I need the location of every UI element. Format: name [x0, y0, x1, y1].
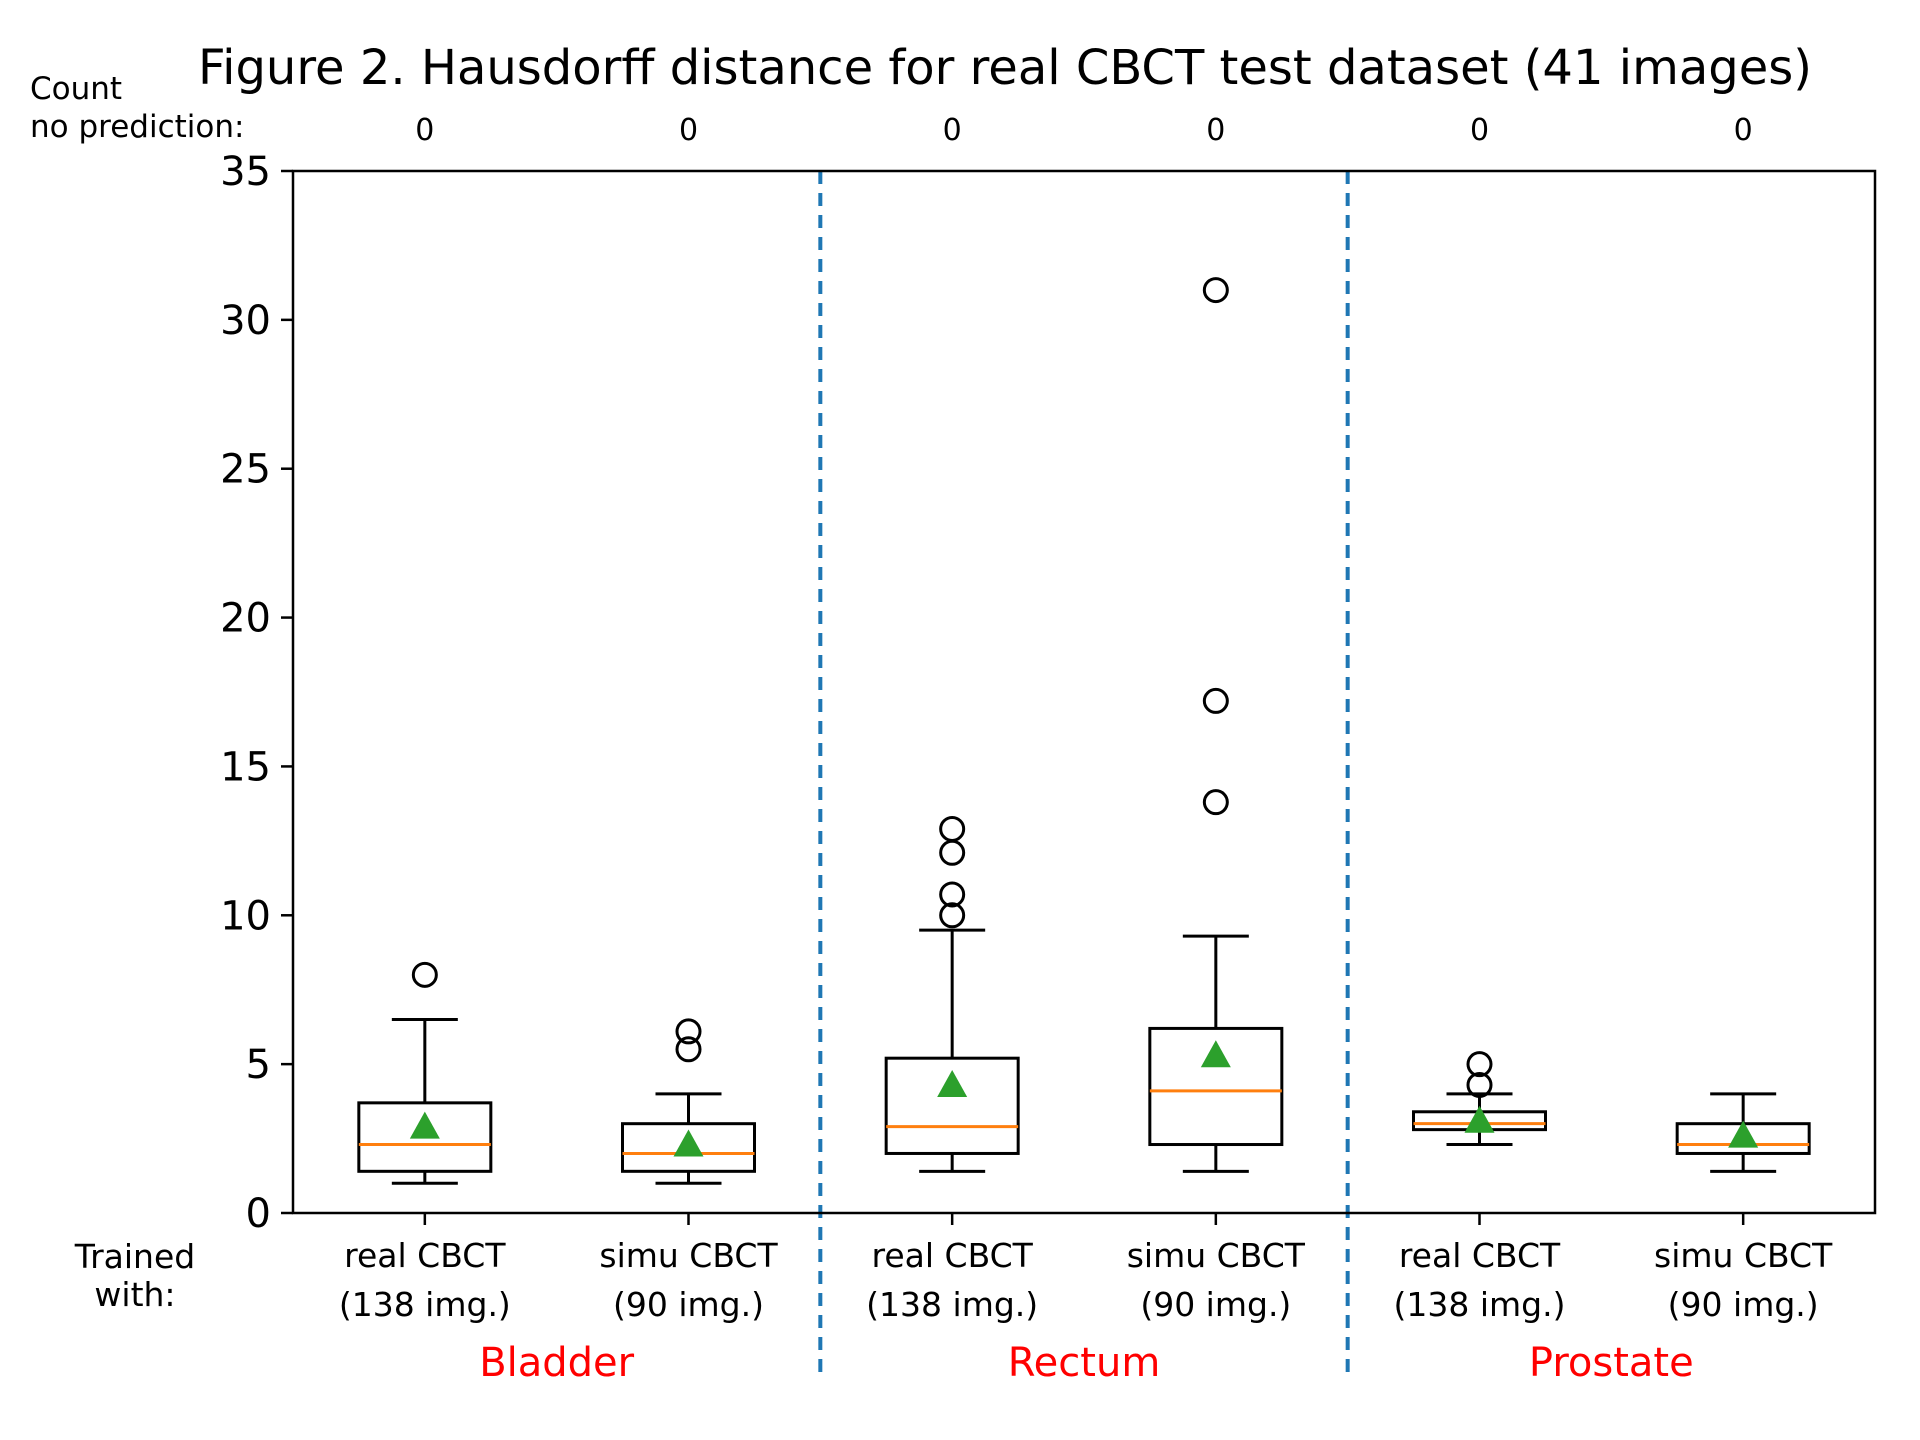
x-tick-label-line1: real CBCT [344, 1236, 506, 1275]
y-tick-label: 15 [220, 744, 271, 790]
y-tick-label: 25 [220, 447, 271, 493]
x-tick-label-line1: real CBCT [1399, 1236, 1561, 1275]
plot-area: 0 5 10 15 20 25 30 35 Bladder Rectum Prostate real … [220, 113, 1877, 1386]
chart-title: Figure 2. Hausdorff distance for real CB… [198, 40, 1812, 96]
outlier-point [939, 881, 966, 908]
mean-marker [409, 1111, 440, 1139]
count-no-prediction-label-line1: Count [30, 71, 122, 107]
outlier-point [1202, 277, 1229, 304]
count-no-prediction-value: 0 [415, 113, 434, 148]
mean-marker [1728, 1120, 1759, 1148]
outlier-point [675, 1018, 702, 1045]
mean-marker [1200, 1040, 1231, 1068]
x-tick-label-line2: (138 img.) [339, 1285, 511, 1324]
outlier-point [1202, 687, 1229, 714]
box-iqr [1148, 1026, 1284, 1147]
y-tick-label: 0 [246, 1191, 271, 1237]
count-no-prediction-value: 0 [943, 113, 962, 148]
x-tick-label-line1: simu CBCT [599, 1236, 778, 1275]
x-tick-label-line2: (90 img.) [1140, 1285, 1291, 1324]
trained-with-label-line1: Trained [74, 1237, 195, 1276]
mean-marker [673, 1129, 704, 1157]
outlier-point [1202, 789, 1229, 816]
outlier-point [411, 961, 438, 988]
group-label-rectum: Rectum [1008, 1340, 1161, 1386]
outlier-point [939, 815, 966, 842]
mean-marker [1464, 1105, 1495, 1133]
x-tick-label-line1: real CBCT [872, 1236, 1034, 1275]
plot-frame [291, 169, 1877, 1215]
y-tick-label: 20 [220, 596, 271, 642]
count-no-prediction-value: 0 [679, 113, 698, 148]
count-no-prediction-label-line2: no prediction: [30, 109, 244, 145]
outlier-point [1466, 1071, 1493, 1098]
trained-with-label-line2: with: [94, 1275, 175, 1314]
y-tick-label: 10 [220, 893, 271, 939]
count-no-prediction-value: 0 [1470, 113, 1489, 148]
y-tick-label: 5 [246, 1042, 271, 1088]
count-no-prediction-value: 0 [1734, 113, 1753, 148]
y-tick-label: 35 [220, 149, 271, 195]
box-iqr [357, 1101, 493, 1173]
x-tick-label-line2: (138 img.) [1394, 1285, 1566, 1324]
outlier-point [675, 1036, 702, 1063]
count-no-prediction-value: 0 [1206, 113, 1225, 148]
box-iqr [884, 1056, 1020, 1155]
box-iqr [621, 1122, 756, 1173]
x-tick-label-line1: simu CBCT [1127, 1236, 1306, 1275]
mean-marker [937, 1069, 968, 1097]
group-label-prostate: Prostate [1529, 1340, 1694, 1386]
x-tick-label-line2: (138 img.) [866, 1285, 1038, 1324]
y-tick-label: 30 [220, 298, 271, 344]
outlier-point [939, 839, 966, 866]
outlier-point [939, 902, 966, 929]
group-label-bladder: Bladder [479, 1340, 634, 1386]
x-tick-label-line2: (90 img.) [1668, 1285, 1819, 1324]
x-tick-label-line1: simu CBCT [1654, 1236, 1833, 1275]
outlier-point [1466, 1051, 1493, 1078]
x-tick-label-line2: (90 img.) [613, 1285, 764, 1324]
